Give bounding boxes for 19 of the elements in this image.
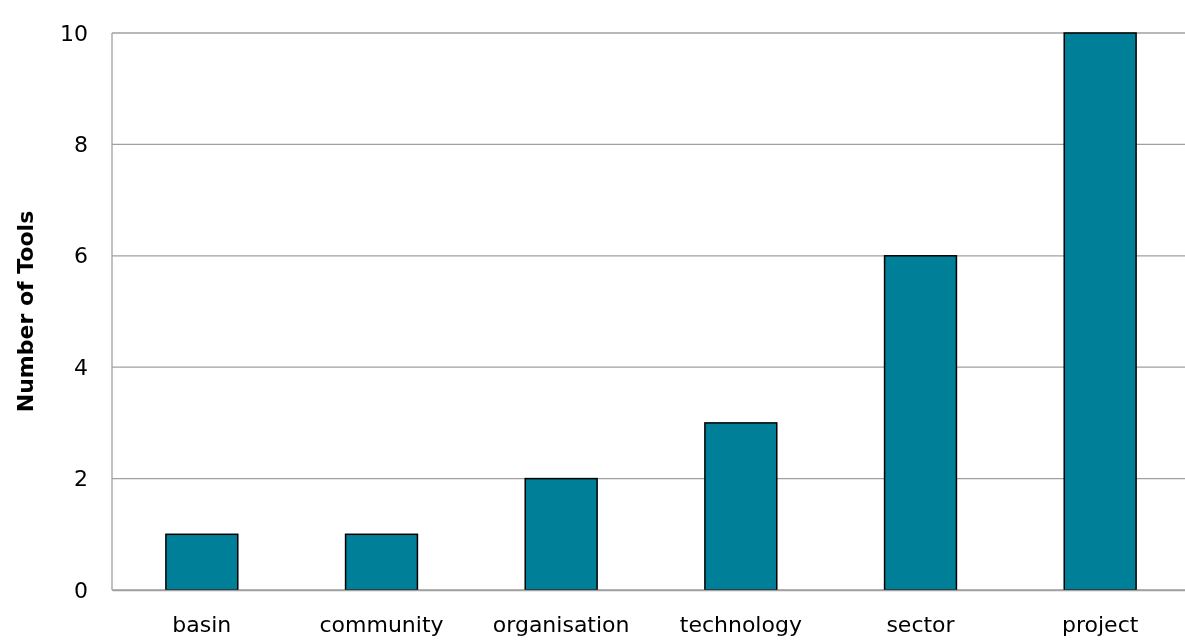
y-tick-label: 6: [74, 243, 88, 269]
y-tick-label: 4: [74, 354, 88, 380]
y-tick-label: 8: [74, 131, 88, 157]
x-tick-label: community: [319, 611, 444, 637]
x-tick-label: basin: [172, 611, 232, 637]
bar: [165, 533, 239, 591]
bar: [524, 477, 598, 591]
bar: [1063, 32, 1137, 591]
bar: [704, 422, 778, 591]
bar: [344, 533, 419, 591]
x-tick-label: sector: [886, 611, 956, 637]
x-tick-label: technology: [679, 611, 802, 637]
y-axis-title: Number of Tools: [13, 210, 38, 413]
y-tick-label: 2: [74, 466, 88, 492]
y-tick-label: 0: [74, 577, 88, 603]
x-tick-label: project: [1061, 611, 1139, 637]
y-tick-label: 10: [60, 20, 88, 46]
bar: [883, 255, 958, 591]
x-tick-label: organisation: [492, 611, 630, 637]
